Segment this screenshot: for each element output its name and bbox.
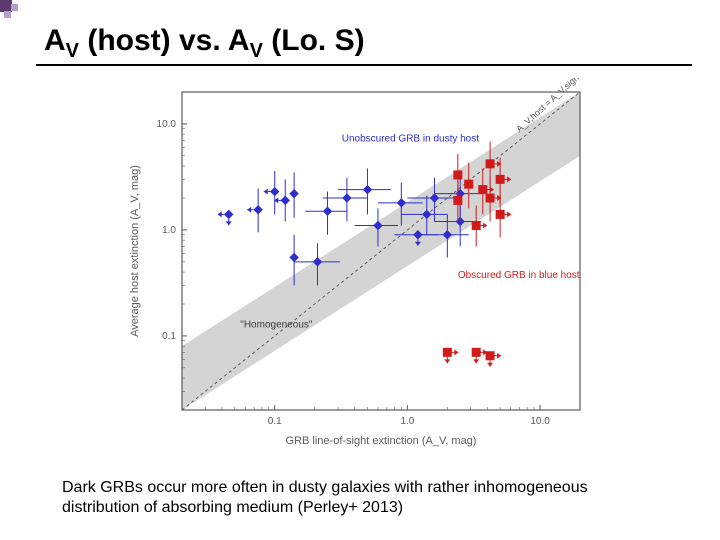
svg-text:0.1: 0.1: [268, 416, 282, 427]
slide: AV (host) vs. AV (Lo. S) 0.11.010.00.11.…: [0, 0, 720, 540]
title-sub-2: V: [250, 40, 263, 62]
svg-text:1.0: 1.0: [162, 225, 176, 236]
svg-text:10.0: 10.0: [157, 119, 177, 130]
svg-text:GRB line-of-sight extinction (: GRB line-of-sight extinction (A_V, mag): [286, 435, 477, 447]
svg-text:Average host extinction (A_V,: Average host extinction (A_V, mag): [129, 165, 141, 337]
corner-decoration: [0, 0, 30, 30]
svg-text:Obscured GRB in blue host: Obscured GRB in blue host: [458, 270, 580, 281]
title-sub-1: V: [66, 40, 79, 62]
title-underline: [36, 64, 692, 66]
svg-text:Unobscured GRB in dusty host: Unobscured GRB in dusty host: [342, 134, 480, 145]
title-text-1: A: [44, 24, 66, 57]
svg-text:0.1: 0.1: [162, 331, 176, 342]
scatter-chart: 0.1 1.0 10.0 0.1 1.0 10.0 GRB line-of-sight ex…: [120, 78, 600, 458]
svg-text:10.0: 10.0: [530, 416, 550, 427]
page-title: AV (host) vs. AV (Lo. S): [44, 24, 365, 63]
svg-text:1.0: 1.0: [400, 416, 414, 427]
title-text-3: (Lo. S): [263, 24, 365, 57]
caption-text: Dark GRBs occur more often in dusty gala…: [62, 478, 662, 518]
svg-text:"Homogeneous": "Homogeneous": [240, 320, 313, 331]
title-text-2: (host) vs. A: [79, 24, 250, 57]
